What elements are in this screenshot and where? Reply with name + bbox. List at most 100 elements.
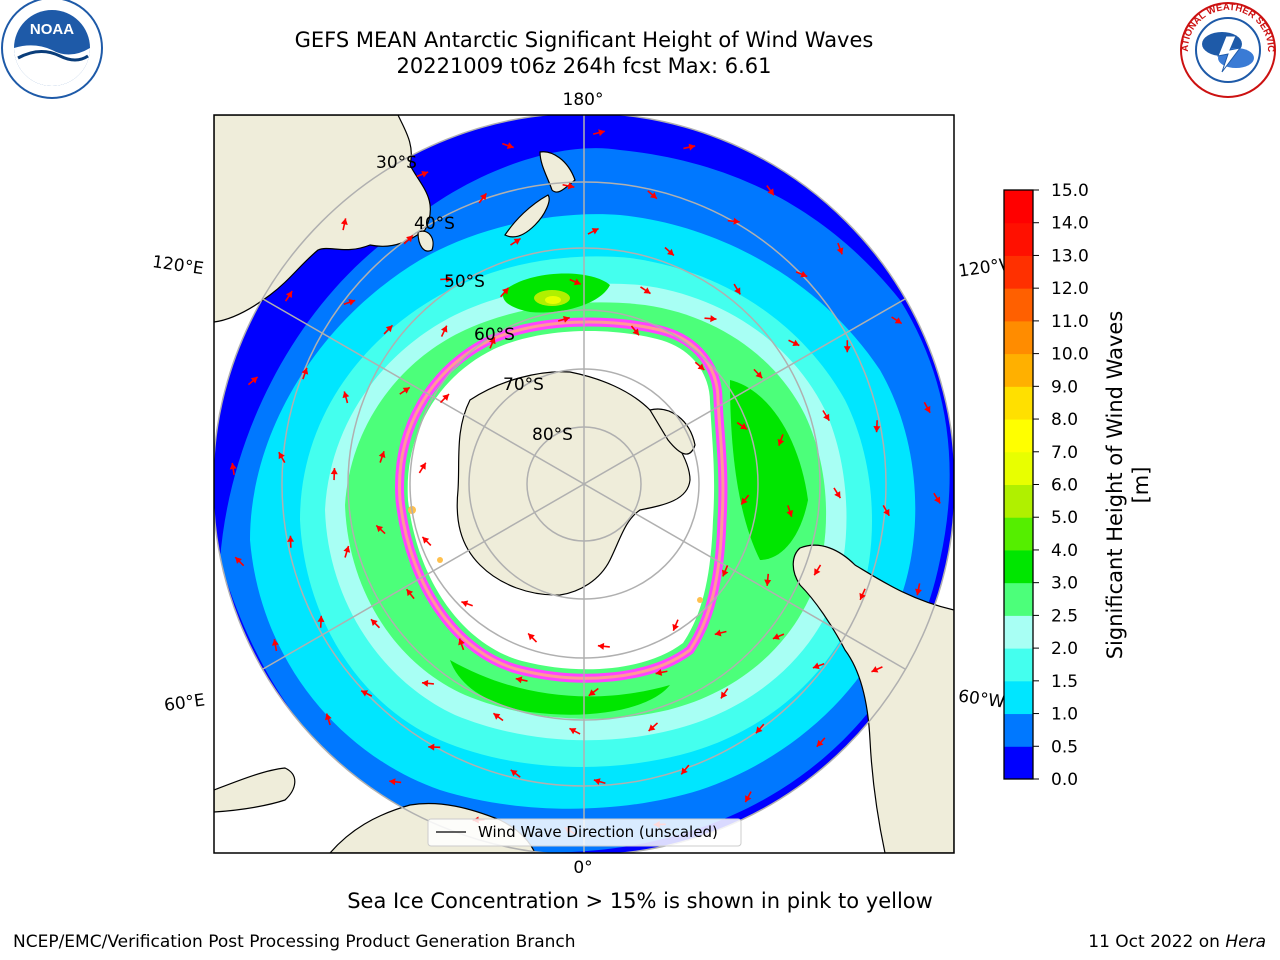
footer-date-text: 11 Oct 2022 on: [1088, 932, 1220, 952]
wave-direction-arrowhead: [859, 592, 866, 600]
wave-direction-arrowhead: [632, 328, 640, 336]
wave-direction-arrowhead: [479, 193, 487, 201]
wave-direction-arrowhead: [342, 391, 350, 399]
wind-wave-arrows: [229, 129, 941, 835]
wave-direction-arrowhead: [419, 462, 426, 470]
colorbar-tick-label: 14.0: [1051, 214, 1089, 234]
colorbar-segment: [1004, 582, 1033, 616]
wave-direction-arrowhead: [681, 767, 688, 775]
wave-direction-arrowhead: [591, 228, 599, 235]
australia: [214, 115, 431, 323]
colorbar-tick-label: 3.0: [1051, 574, 1078, 594]
wave-direction-arrowhead: [650, 192, 657, 199]
wave-direction-arrowhead: [506, 142, 514, 149]
colorbar-segment: [1004, 419, 1033, 453]
wave-direction-arrowhead: [406, 589, 414, 597]
wave-direction-arrowhead: [588, 689, 596, 696]
wave-direction-arrowhead: [843, 346, 851, 353]
colorbar-segment: [1004, 451, 1033, 485]
lon-label-0: 0°: [573, 858, 592, 878]
wave-direction-arrowhead: [740, 423, 748, 430]
lon-label-180: 180°: [563, 90, 604, 110]
wave-direction-arrowhead: [812, 662, 820, 670]
wave-direction-arrowhead: [741, 497, 748, 505]
wave-direction-arrowhead: [871, 666, 879, 673]
sea-ice-note: Sea Ice Concentration > 15% is shown in …: [347, 889, 933, 913]
wave-direction-arrowhead: [567, 182, 575, 190]
noaa-logo-text: NOAA: [30, 21, 74, 38]
wave-direction-arrowhead: [894, 317, 902, 324]
wave-direction-arrowhead: [229, 462, 237, 470]
wave-direction-arrowhead: [745, 795, 752, 803]
wave-direction-arrowhead: [376, 525, 384, 533]
wave-direction-arrowhead: [501, 287, 509, 295]
wave-direction-arrowhead: [428, 743, 435, 751]
colorbar-segment: [1004, 320, 1033, 355]
wave-direction-arrowhead: [772, 633, 780, 640]
colorbar-segment: [1004, 713, 1033, 747]
lat-label-30s: 30°S: [376, 153, 417, 173]
colorbar-tick-label: 13.0: [1051, 246, 1089, 266]
chart-title-line-1: GEFS MEAN Antarctic Significant Height o…: [294, 28, 874, 52]
wave-direction-arrowhead: [643, 287, 651, 294]
lat-label-60s: 60°S: [474, 325, 515, 345]
colorbar-segment: [1004, 549, 1033, 584]
graticule: [214, 115, 954, 853]
colorbar-tick-label: 5.0: [1051, 508, 1078, 528]
colorbar-tick-label: 15.0: [1051, 181, 1089, 201]
lon-label-60e: 60°E: [163, 690, 206, 715]
wave-direction-arrowhead: [361, 690, 369, 697]
wave-direction-arrowhead: [287, 535, 295, 542]
wave-direction-arrowhead: [317, 615, 325, 622]
africa: [214, 767, 296, 813]
wave-direction-arrowhead: [250, 376, 258, 384]
colorbar-tick-label: 2.0: [1051, 639, 1078, 659]
wave-direction-arrowhead: [714, 629, 722, 637]
wave-direction-arrowhead: [493, 713, 501, 720]
wave-direction-arrowhead: [924, 405, 931, 413]
colorbar-tick-label: 1.0: [1051, 705, 1078, 725]
wave-direction-arrowhead: [271, 639, 279, 646]
colorbar-label: Significant Height of Wind Waves [m]: [1103, 310, 1153, 660]
wave-direction-arrowhead: [914, 588, 922, 596]
colorbar-tick-label: 7.0: [1051, 443, 1078, 463]
colorbar-segment: [1004, 353, 1033, 387]
colorbar-tick-label: 2.5: [1051, 606, 1078, 626]
wave-direction-arrowhead: [720, 691, 728, 699]
wave-direction-arrowhead: [301, 367, 309, 375]
wave-direction-arrowhead: [510, 769, 518, 777]
legend-label: Wind Wave Direction (unscaled): [478, 823, 718, 841]
wave-direction-arrowhead: [667, 248, 674, 256]
wave-direction-arrowhead: [792, 339, 800, 347]
map-area: Wind Wave Direction (unscaled): [214, 115, 954, 853]
colorbar: 0.0 0.5 1.0 1.5 2.0 2.5 3.0 4.0 5.0 6.0 7.0 8.0 9.0 1…: [1003, 181, 1089, 790]
colorbar-tick-label: 0.0: [1051, 770, 1078, 790]
wave-direction-arrowhead: [330, 468, 338, 475]
colorbar-segment: [1004, 484, 1033, 518]
wave-direction-arrowhead: [648, 724, 656, 731]
wave-direction-arrowhead: [562, 315, 570, 323]
nws-logo: NATIONAL WEATHER SERVICE: [1178, 0, 1276, 98]
chart-title-line-2: 20221009 t06z 264h fcst Max: 6.61: [396, 54, 772, 78]
footer-host: Hera: [1225, 932, 1266, 952]
lat-label-80s: 80°S: [532, 425, 573, 445]
wave-direction-arrowhead: [370, 619, 378, 626]
colorbar-segment: [1004, 255, 1033, 289]
wave-direction-arrowhead: [343, 546, 351, 553]
wave-direction-arrowhead: [528, 633, 535, 641]
wave-direction-arrowhead: [672, 623, 679, 631]
wave-direction-arrowhead: [873, 426, 881, 433]
wave-direction-arrowhead: [461, 600, 469, 608]
colorbar-segment: [1004, 386, 1033, 420]
map-frame: [213, 114, 955, 854]
colorbar-tick-label: 8.0: [1051, 410, 1078, 430]
colorbar-tick-label: 1.5: [1051, 672, 1078, 692]
wave-direction-arrowhead: [823, 413, 830, 421]
latitude-labels: 30°S 40°S 50°S 60°S 70°S 80°S: [376, 153, 573, 445]
wave-direction-arrowhead: [814, 568, 821, 576]
wave-direction-arrowhead: [598, 129, 605, 137]
wave-direction-arrowhead: [489, 337, 496, 345]
lon-label-60w: 60°W: [957, 686, 1006, 712]
colorbar-segment: [1004, 615, 1033, 649]
wave-direction-arrowhead: [285, 291, 293, 299]
